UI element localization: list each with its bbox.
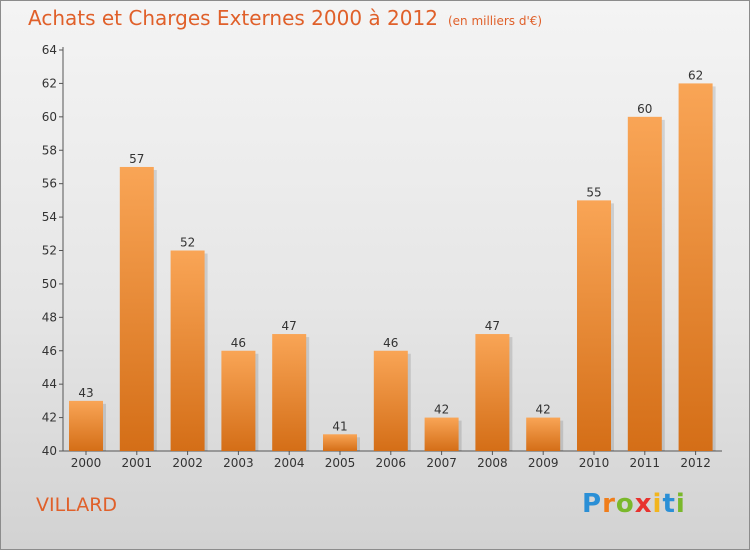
- logo-letter: P: [582, 489, 603, 519]
- x-tick-label: 2002: [172, 456, 203, 470]
- y-tick-label: 54: [42, 210, 57, 224]
- y-tick-label: 46: [42, 344, 57, 358]
- y-tick-label: 42: [42, 411, 57, 425]
- bar: [424, 417, 459, 451]
- logo-letter: i: [652, 489, 663, 519]
- bar: [69, 400, 103, 451]
- data-label: 57: [129, 152, 144, 166]
- logo-letter: r: [602, 489, 616, 519]
- y-tick-label: 50: [42, 277, 57, 291]
- data-label: 55: [586, 185, 601, 199]
- y-tick-label: 64: [42, 43, 57, 57]
- x-tick-label: 2004: [274, 456, 305, 470]
- data-label: 47: [282, 319, 297, 333]
- y-tick-label: 48: [42, 310, 57, 324]
- x-tick-label: 2011: [630, 456, 661, 470]
- bar: [221, 350, 256, 451]
- logo-letter: i: [675, 489, 686, 519]
- x-tick-label: 2010: [579, 456, 610, 470]
- x-tick-label: 2012: [680, 456, 711, 470]
- logo-letter: x: [634, 489, 653, 519]
- data-label: 41: [332, 419, 347, 433]
- x-tick-label: 2000: [71, 456, 102, 470]
- y-tick-label: 60: [42, 110, 57, 124]
- x-tick-label: 2008: [477, 456, 508, 470]
- x-tick-label: 2003: [223, 456, 254, 470]
- y-tick-label: 40: [42, 444, 57, 458]
- bar: [373, 350, 408, 451]
- data-label: 62: [688, 68, 703, 82]
- bar: [577, 200, 611, 451]
- bar: [272, 334, 307, 451]
- y-tick-label: 52: [42, 244, 57, 258]
- data-label: 43: [78, 386, 93, 400]
- data-label: 46: [231, 336, 246, 350]
- bar: [627, 116, 662, 451]
- commune-name: VILLARD: [36, 494, 118, 516]
- data-label: 60: [637, 102, 652, 116]
- data-label: 42: [434, 403, 449, 417]
- y-tick-label: 58: [42, 143, 57, 157]
- x-tick-label: 2009: [528, 456, 559, 470]
- data-label: 47: [485, 319, 500, 333]
- logo-letter: o: [615, 489, 635, 519]
- data-label: 42: [536, 403, 551, 417]
- bar: [119, 166, 154, 452]
- logo-letter: t: [662, 489, 676, 519]
- x-tick-label: 2005: [325, 456, 356, 470]
- chart-unit: (en milliers d'€): [447, 14, 543, 28]
- data-label: 52: [180, 236, 195, 250]
- bar: [170, 250, 205, 451]
- y-tick-label: 62: [42, 76, 57, 90]
- y-tick-label: 44: [42, 377, 57, 391]
- data-label: 46: [383, 336, 398, 350]
- bar: [526, 417, 561, 451]
- x-tick-label: 2001: [122, 456, 153, 470]
- chart-title: Achats et Charges Externes 2000 à 2012 (e…: [28, 6, 542, 30]
- bar: [323, 434, 357, 451]
- x-tick-label: 2007: [426, 456, 457, 470]
- x-tick-label: 2006: [376, 456, 407, 470]
- brand-logo: Proxiti: [582, 489, 686, 519]
- bar: [475, 334, 510, 451]
- bar: [678, 83, 713, 452]
- y-tick-label: 56: [42, 177, 57, 191]
- chart-title-text: Achats et Charges Externes 2000 à 2012: [28, 6, 438, 30]
